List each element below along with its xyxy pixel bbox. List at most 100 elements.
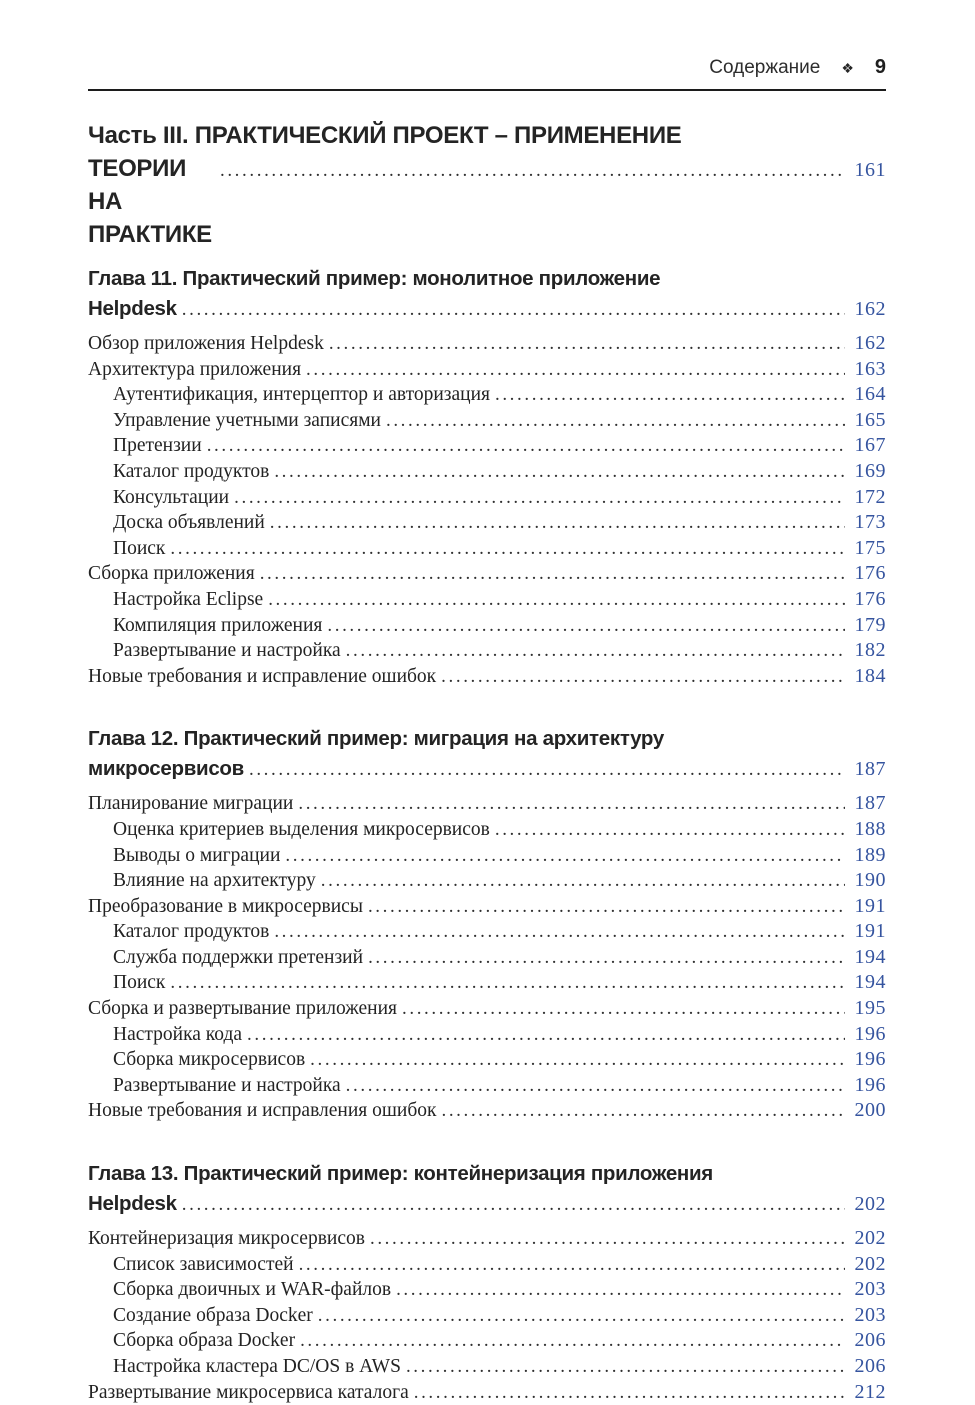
toc-entry-label: Развертывание микросервиса каталога [88,1381,409,1403]
dot-leader [396,1277,845,1303]
toc-entry-page: 165 [854,408,886,431]
toc-entry-page: 179 [854,613,886,636]
header-title: Содержание [709,57,821,78]
section-title: Глава 13. Практический пример: контейнер… [88,1159,886,1220]
toc-entry-label: Поиск [113,537,166,559]
toc-entry: Развертывание и настройка 196 [88,1073,886,1099]
section-title-label: ТЕОРИИ НА ПРАКТИКЕ [88,155,212,248]
toc-entry: Консультации 172 [88,485,886,511]
toc-entry-label: Консультации [113,486,230,508]
toc-entry-list: Контейнеризация микросервисов 202 Список з… [88,1226,886,1405]
dot-leader [285,843,845,869]
toc-entry-page: 169 [854,459,886,482]
toc-entry-page: 196 [854,1022,886,1045]
toc-entry-page: 189 [854,843,886,866]
dot-leader [170,970,845,996]
toc-entry-label: Архитектура приложения [88,358,302,380]
toc-section: Часть III. ПРАКТИЧЕСКИЙ ПРОЕКТ – ПРИМЕНЕ… [88,119,886,251]
toc-entry: Архитектура приложения 163 [88,357,886,383]
toc-entry: Оценка критериев выделения микросервисов… [88,817,886,843]
dot-leader [220,154,845,187]
toc-entry: Компиляция приложения 179 [88,613,886,639]
section-title-label: Helpdesk [88,297,177,320]
toc-entry-page: 191 [854,920,886,943]
toc-entry-label: Контейнеризация микросервисов [88,1228,365,1250]
toc-entry-page: 182 [854,639,886,662]
toc-entry-page: 194 [854,971,886,994]
toc-entry: Сборка и развертывание приложения 195 [88,996,886,1022]
dot-leader [310,1047,845,1073]
dot-leader [182,295,845,325]
toc-entry-label: Поиск [113,972,166,994]
section-title-line1: Глава 13. Практический пример: контейнер… [88,1162,713,1186]
dot-leader [182,1190,845,1220]
toc-entry-page: 203 [854,1278,886,1301]
current-page-number: 9 [874,56,886,78]
dot-leader [260,561,845,587]
toc-entry: Преобразование в микросервисы 191 [88,894,886,920]
dot-leader [306,357,845,383]
section-page-number: 187 [854,758,886,781]
toc-entry-page: 191 [854,894,886,917]
toc-entry-list: Обзор приложения Helpdesk 162 Архитектура … [88,331,886,689]
toc-entry-label: Развертывание и настройка [113,640,341,662]
toc-entry: Управление учетными записями 165 [88,408,886,434]
section-title-line2: Helpdesk 202 [88,1189,886,1220]
toc-entry: Сборка микросервисов 196 [88,1047,886,1073]
section-title-line1: Глава 11. Практический пример: монолитно… [88,267,661,290]
toc-entry-label: Новые требования и исправления ошибок [88,1100,437,1122]
dot-leader [346,1073,845,1099]
toc-entry: Сборка приложения 176 [88,561,886,587]
toc-entry-label: Планирование миграции [88,793,294,815]
toc-entry-page: 206 [854,1329,886,1352]
toc-entry-page: 162 [854,332,886,354]
toc-entry: Сборка двоичных и WAR-файлов 203 [88,1277,886,1303]
toc-entry-page: 202 [854,1227,886,1250]
section-page-number: 161 [854,159,886,181]
dot-leader [321,868,845,894]
toc-entry: Планирование миграции 187 [88,791,886,817]
toc-entry-page: 212 [854,1380,886,1403]
toc-entry-page: 176 [854,562,886,585]
dot-leader [329,331,845,357]
toc-entry: Каталог продуктов 191 [88,919,886,945]
toc-section: Глава 12. Практический пример: миграция … [88,724,886,1124]
toc-entry: Выводы о миграции 189 [88,843,886,869]
dot-leader [274,919,845,945]
toc-entry-label: Настройка кластера DC/OS в AWS [113,1356,401,1377]
section-title-line2: ТЕОРИИ НА ПРАКТИКЕ 161 [88,152,886,251]
section-title-line1: Часть III. ПРАКТИЧЕСКИЙ ПРОЕКТ – ПРИМЕНЕ… [88,122,682,149]
dot-leader [327,613,845,639]
toc-entry: Контейнеризация микросервисов 202 [88,1226,886,1252]
section-title-label: микросервисов [88,757,244,781]
toc-entry-page: 196 [854,1048,886,1071]
toc-entry-page: 172 [854,485,886,508]
toc-entry-label: Аутентификация, интерцептор и авторизаци… [113,384,490,406]
toc-entry: Развертывание и настройка 182 [88,638,886,664]
dot-leader [298,791,845,817]
toc-entry-label: Преобразование в микросервисы [88,895,363,917]
dot-leader [300,1328,845,1354]
toc: Часть III. ПРАКТИЧЕСКИЙ ПРОЕКТ – ПРИМЕНЕ… [88,119,886,1405]
dot-leader [274,459,845,485]
section-page-number: 202 [854,1193,886,1216]
toc-entry: Претензии 167 [88,433,886,459]
toc-entry-label: Настройка кода [113,1023,243,1045]
section-title-label: Helpdesk [88,1192,177,1216]
toc-entry-label: Список зависимостей [113,1253,294,1275]
toc-entry-page: 200 [854,1099,886,1122]
toc-entry-page: 167 [854,434,886,457]
toc-entry-page: 173 [854,511,886,534]
toc-entry-label: Компиляция приложения [113,614,323,636]
toc-entry-label: Каталог продуктов [113,921,270,943]
toc-entry-page: 175 [854,536,886,559]
dot-leader [368,945,845,971]
toc-entry-label: Доска объявлений [113,512,265,534]
toc-entry-page: 202 [854,1252,886,1275]
running-header: Содержание ❖ 9 [88,56,886,91]
toc-entry-label: Развертывание и настройка [113,1074,341,1096]
toc-entry: Новые требования и исправление ошибок 184 [88,664,886,690]
dot-leader [386,408,845,434]
dot-leader [368,894,845,920]
